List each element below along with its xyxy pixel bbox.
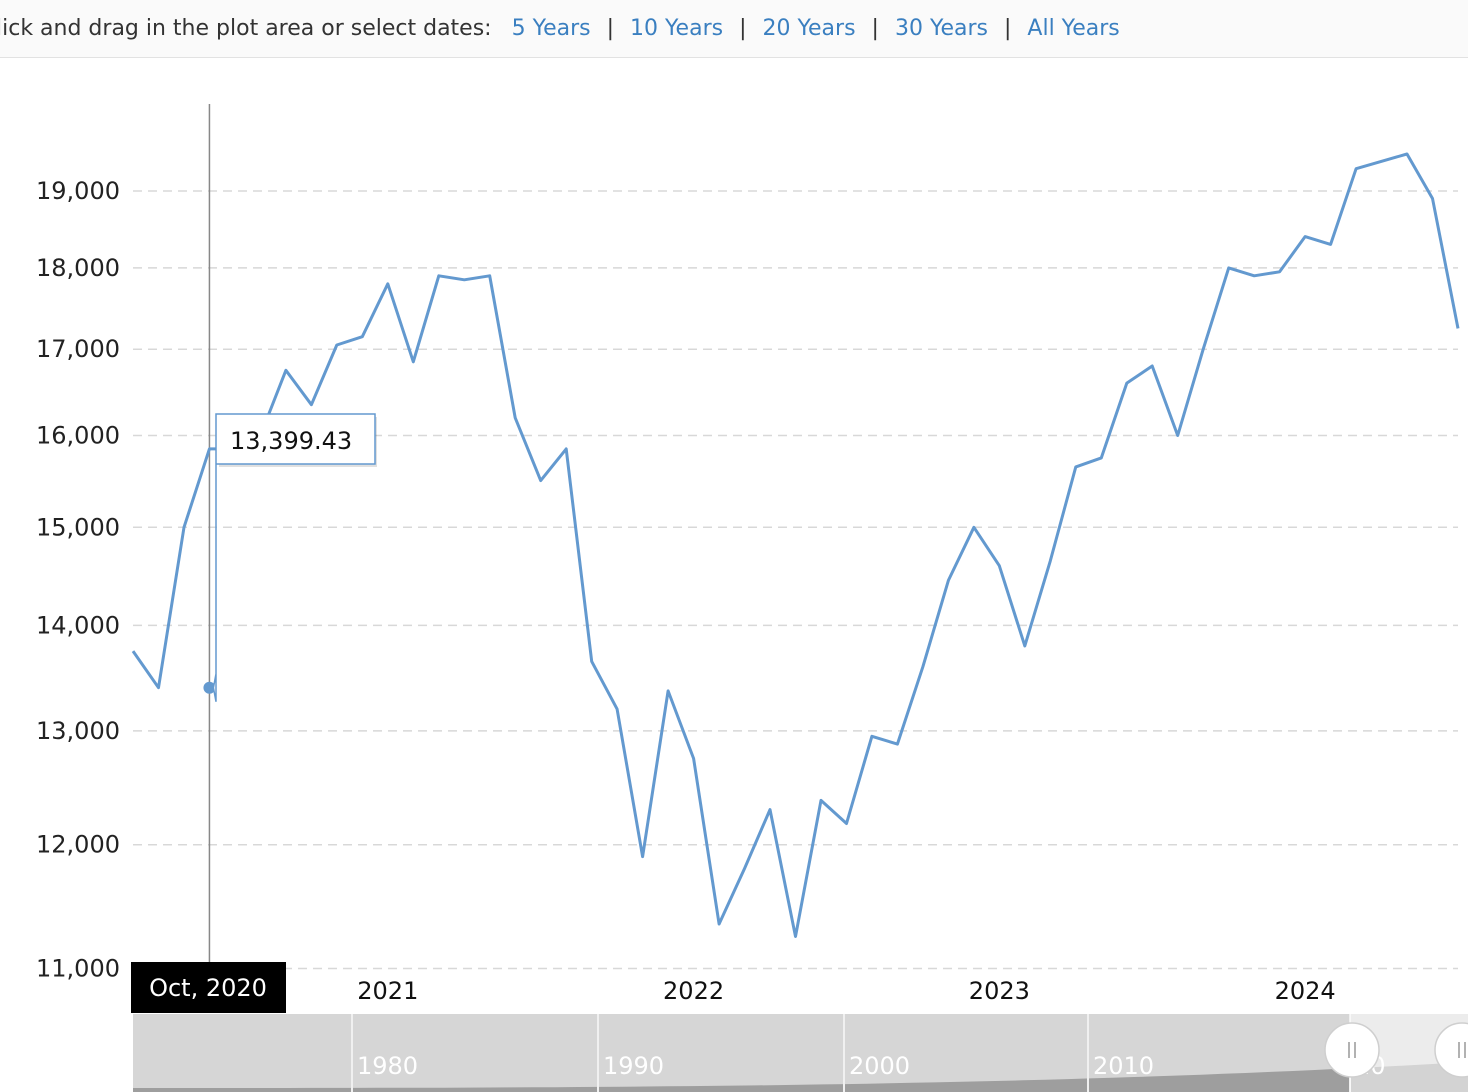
range-selector-bar: lick and drag in the plot area or select… [0, 0, 1468, 58]
x-tick-label: 2023 [969, 977, 1030, 1005]
range-prompt: lick and drag in the plot area or select… [0, 16, 492, 41]
navigator-tick-label: 2010 [1093, 1052, 1154, 1080]
range-separator: | [871, 16, 879, 41]
gridlines [133, 190, 1458, 970]
y-tick-label: 17,000 [36, 335, 120, 363]
tooltip: 13,399.43 Oct, 2020 [131, 413, 377, 1013]
crosshair-date-label: Oct, 2020 [149, 974, 267, 1002]
x-tick-label: 2021 [357, 977, 418, 1005]
line-chart[interactable]: 11,000 12,000 13,000 14,000 15,000 16,000 17,0… [0, 59, 1468, 1092]
y-tick-label: 12,000 [36, 831, 120, 859]
range-30-years-link[interactable]: 30 Years [894, 16, 988, 41]
navigator[interactable]: 198019902000201020 [133, 1014, 1468, 1092]
x-tick-label: 2022 [663, 977, 724, 1005]
y-tick-label: 19,000 [36, 177, 120, 205]
y-tick-label: 11,000 [36, 955, 120, 983]
navigator-tick-label: 2000 [849, 1052, 910, 1080]
navigator-handle[interactable] [1434, 1022, 1468, 1078]
y-axis: 11,000 12,000 13,000 14,000 15,000 16,000 17,0… [36, 177, 120, 983]
range-separator: | [606, 16, 615, 41]
navigator-handle[interactable] [1324, 1022, 1380, 1078]
hover-point-marker [203, 681, 216, 694]
range-separator: | [1003, 16, 1012, 41]
range-10-years-link[interactable]: 10 Years [630, 16, 724, 41]
range-20-years-link[interactable]: 20 Years [762, 16, 856, 41]
crosshair-date-box [131, 962, 286, 1013]
x-axis: 2021 2022 2023 2024 [357, 977, 1335, 1005]
y-tick-label: 16,000 [36, 421, 120, 449]
range-separator: | [739, 16, 747, 41]
range-all-years-link[interactable]: All Years [1027, 16, 1120, 41]
y-tick-label: 15,000 [36, 513, 120, 541]
x-tick-label: 2024 [1275, 977, 1336, 1005]
range-5-years-link[interactable]: 5 Years [511, 16, 591, 41]
navigator-tick-label: 1990 [603, 1052, 664, 1080]
navigator-area [133, 1062, 1468, 1092]
navigator-handles[interactable] [1324, 1022, 1468, 1078]
navigator-tick-label: 1980 [357, 1052, 418, 1080]
y-tick-label: 14,000 [36, 611, 120, 639]
y-tick-label: 13,000 [36, 717, 120, 745]
tooltip-box [212, 413, 376, 702]
tooltip-value: 13,399.43 [230, 427, 352, 455]
y-tick-label: 18,000 [36, 254, 120, 282]
series-line[interactable] [131, 152, 1460, 938]
